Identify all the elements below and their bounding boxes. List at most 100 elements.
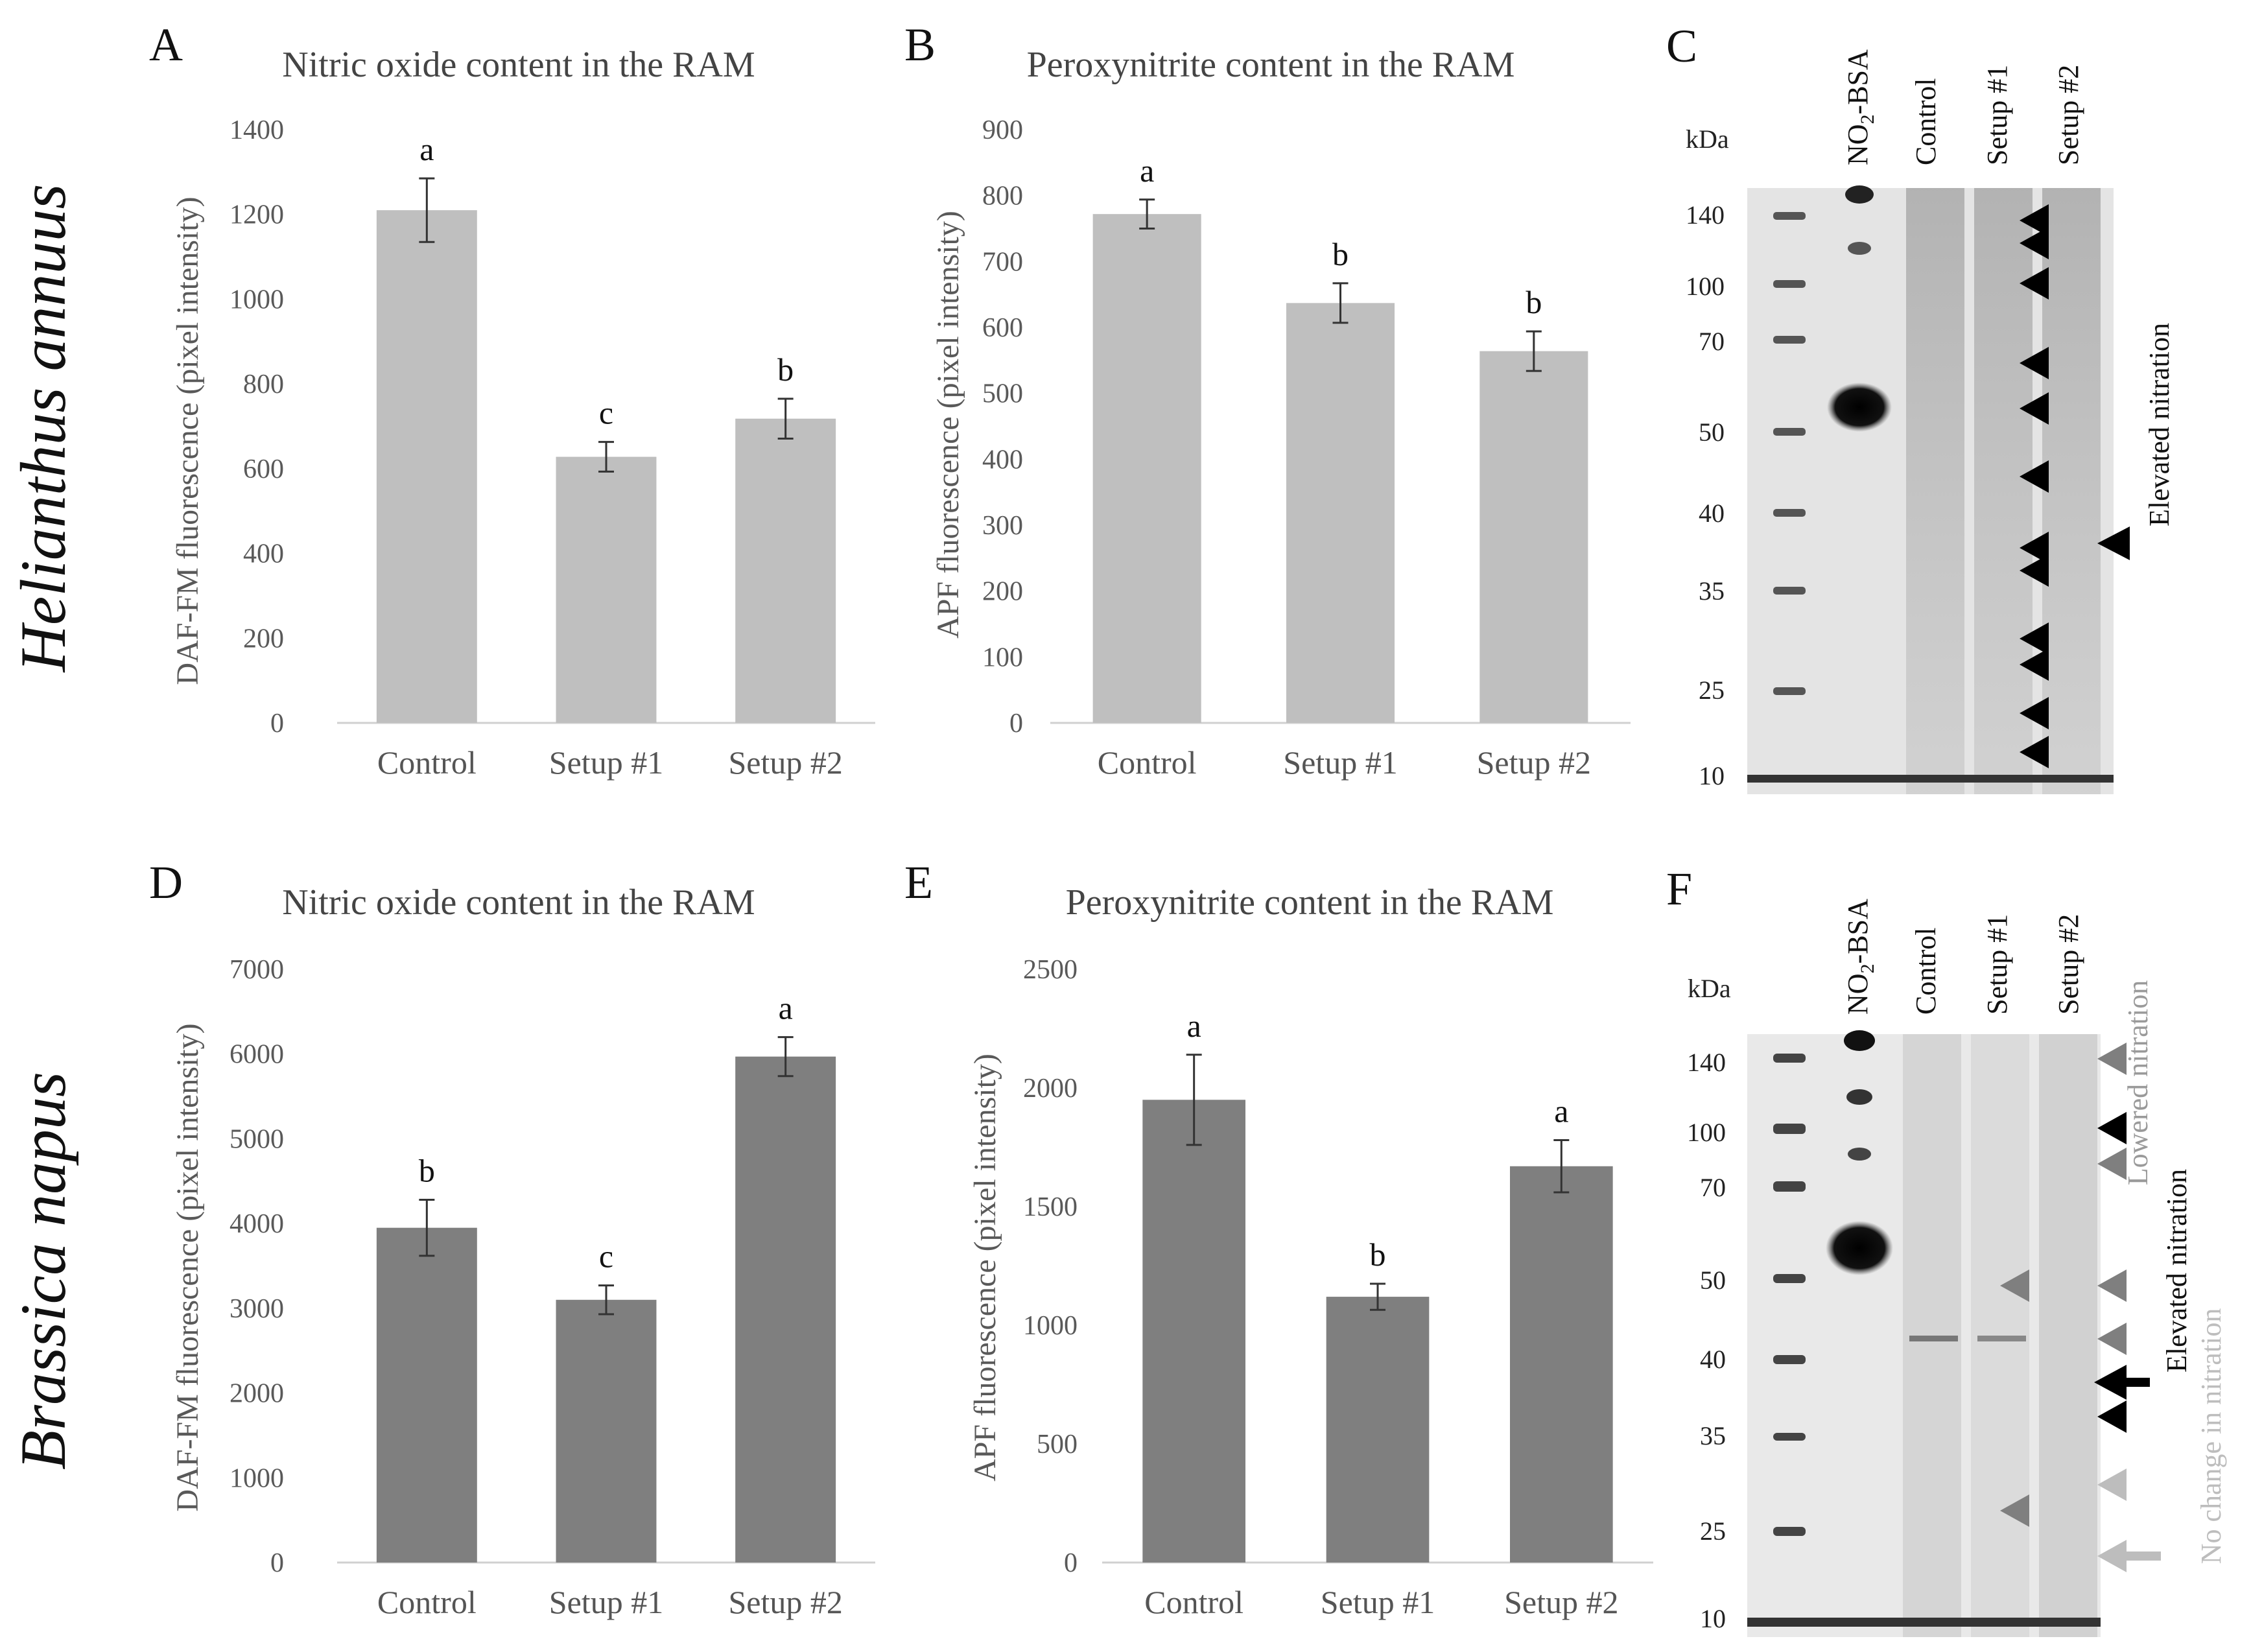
no2-bsa-band-top: [1844, 1030, 1875, 1051]
species-label-bottom: Brassica napus: [7, 1072, 79, 1470]
y-tick-label: 800: [243, 370, 284, 399]
significance-label: a: [1187, 1008, 1201, 1044]
y-tick-label: 700: [982, 247, 1023, 277]
blot-panel-c: C kDa NO2-BSA Control Setup #1 Setup #2 …: [1666, 20, 2175, 794]
y-tick-label: 600: [982, 313, 1023, 343]
x-tick-label: Control: [1098, 744, 1197, 781]
sample-band: [1977, 1336, 2026, 1341]
blot-lane: [2039, 1034, 2097, 1637]
x-tick-label: Setup #2: [728, 744, 842, 781]
annotation-elevated-nitration: Elevated nitration: [2161, 1169, 2193, 1373]
ladder-bands: [1773, 1054, 1806, 1536]
blot-panel-f: F kDa NO2-BSA Control Setup #1 Setup #2 …: [1666, 863, 2227, 1637]
x-tick-label: Setup #2: [1477, 744, 1591, 781]
chart-panel-e: E Peroxynitrite content in the RAM APF flu…: [904, 856, 1653, 1620]
y-tick-label: 500: [1037, 1430, 1078, 1459]
bar: [376, 210, 477, 723]
y-tick-label: 3000: [230, 1294, 284, 1324]
mw-label: 140: [1687, 1048, 1726, 1077]
y-tick-label: 1500: [1023, 1192, 1078, 1222]
no2-bsa-band: [1826, 1221, 1893, 1275]
molecular-weight-markers: 140 100 70 50 40 35 25 10: [1686, 200, 1725, 790]
y-tick-label: 200: [243, 624, 284, 654]
mw-label: 50: [1699, 418, 1725, 447]
y-axis-label: APF fluorescence (pixel intensity): [968, 1054, 1002, 1481]
panel-letter: A: [149, 19, 183, 71]
arrowhead-icon: [2020, 347, 2049, 379]
arrow-shaft: [2125, 1552, 2161, 1561]
arrowhead-icon: [2097, 1043, 2127, 1075]
front-band: [1747, 775, 2114, 783]
arrowhead-icon: [2020, 648, 2049, 681]
panel-letter: C: [1666, 20, 1697, 72]
arrowhead-icon: [2020, 554, 2049, 587]
y-tick-label: 0: [1009, 709, 1023, 738]
bar: [556, 456, 657, 723]
chart-panel-a: A Nitric oxide content in the RAM DAF-FM f…: [149, 19, 875, 781]
no2-bsa-band: [1827, 383, 1892, 432]
lane-label: Setup #1: [1981, 914, 2013, 1015]
x-tick-label: Setup #1: [549, 744, 663, 781]
chart-title: Peroxynitrite content in the RAM: [1027, 45, 1515, 85]
significance-label: a: [1140, 152, 1154, 189]
blot-lane: [2042, 188, 2101, 794]
arrowhead-icon: [2097, 1540, 2127, 1572]
bar: [1479, 351, 1588, 723]
no2-bsa-band-top: [1845, 185, 1874, 204]
arrowhead-icon: [2000, 1494, 2029, 1527]
arrowhead-icon: [2097, 1112, 2127, 1144]
lane-label: Setup #2: [2053, 65, 2084, 165]
kda-label: kDa: [1686, 124, 1729, 154]
arrowhead-icon: [2020, 460, 2049, 493]
y-tick-label: 800: [982, 182, 1023, 211]
mw-label: 70: [1699, 327, 1725, 356]
mw-label: 25: [1700, 1516, 1726, 1546]
mw-label: 40: [1700, 1345, 1726, 1374]
arrowhead-icon: [2097, 1269, 2127, 1302]
panel-letter: D: [149, 856, 183, 908]
y-tick-label: 1400: [230, 115, 284, 145]
arrowhead-icon: [2094, 1365, 2127, 1400]
arrowhead-icon: [2020, 392, 2049, 425]
x-tick-label: Control: [377, 744, 477, 781]
bar: [556, 1299, 657, 1563]
arrowhead-group-lowered: [2000, 1043, 2127, 1527]
y-tick-label: 100: [982, 643, 1023, 672]
arrowhead-icon: [2000, 1269, 2029, 1302]
blot-lane: [1974, 188, 2033, 794]
arrowhead-icon: [2020, 697, 2049, 729]
no2-bsa-band-2: [1846, 1089, 1872, 1105]
x-tick-label: Control: [1144, 1584, 1243, 1620]
annotation-no-change-nitration: No change in nitration: [2195, 1308, 2227, 1564]
mw-label: 70: [1700, 1173, 1726, 1202]
molecular-weight-markers: 140 100 70 50 40 35 25 10: [1687, 1048, 1726, 1633]
significance-label: a: [779, 990, 793, 1026]
no2-bsa-band-3: [1848, 1148, 1871, 1161]
annotation-lowered-nitration: Lowered nitration: [2122, 980, 2154, 1185]
arrowhead-icon: [2020, 204, 2049, 237]
significance-label: b: [777, 351, 794, 388]
y-tick-label: 400: [243, 539, 284, 569]
panel-letter: F: [1666, 863, 1692, 915]
x-tick-label: Setup #1: [549, 1584, 663, 1620]
no2-bsa-band-2: [1848, 242, 1871, 255]
chart-title: Nitric oxide content in the RAM: [282, 882, 755, 923]
arrowhead-icon: [2020, 736, 2049, 768]
arrowhead-group-unchanged: [2097, 1469, 2161, 1572]
y-tick-label: 1000: [230, 1463, 284, 1493]
front-band: [1747, 1618, 2101, 1627]
arrowhead-group: [2020, 204, 2049, 768]
panel-letter: B: [904, 19, 936, 71]
x-tick-label: Setup #1: [1283, 744, 1397, 781]
mw-label: 25: [1699, 676, 1725, 705]
species-label-top: Helianthus annuus: [7, 184, 79, 674]
y-tick-label: 1000: [1023, 1311, 1078, 1341]
significance-label: b: [1526, 284, 1542, 320]
y-tick-label: 2500: [1023, 955, 1078, 985]
ladder-bands: [1773, 212, 1806, 695]
significance-label: b: [419, 1153, 435, 1189]
lane-label: Setup #1: [1981, 65, 2013, 165]
arrowhead-icon: [2097, 1400, 2127, 1433]
blot-lane: [1906, 188, 1964, 794]
